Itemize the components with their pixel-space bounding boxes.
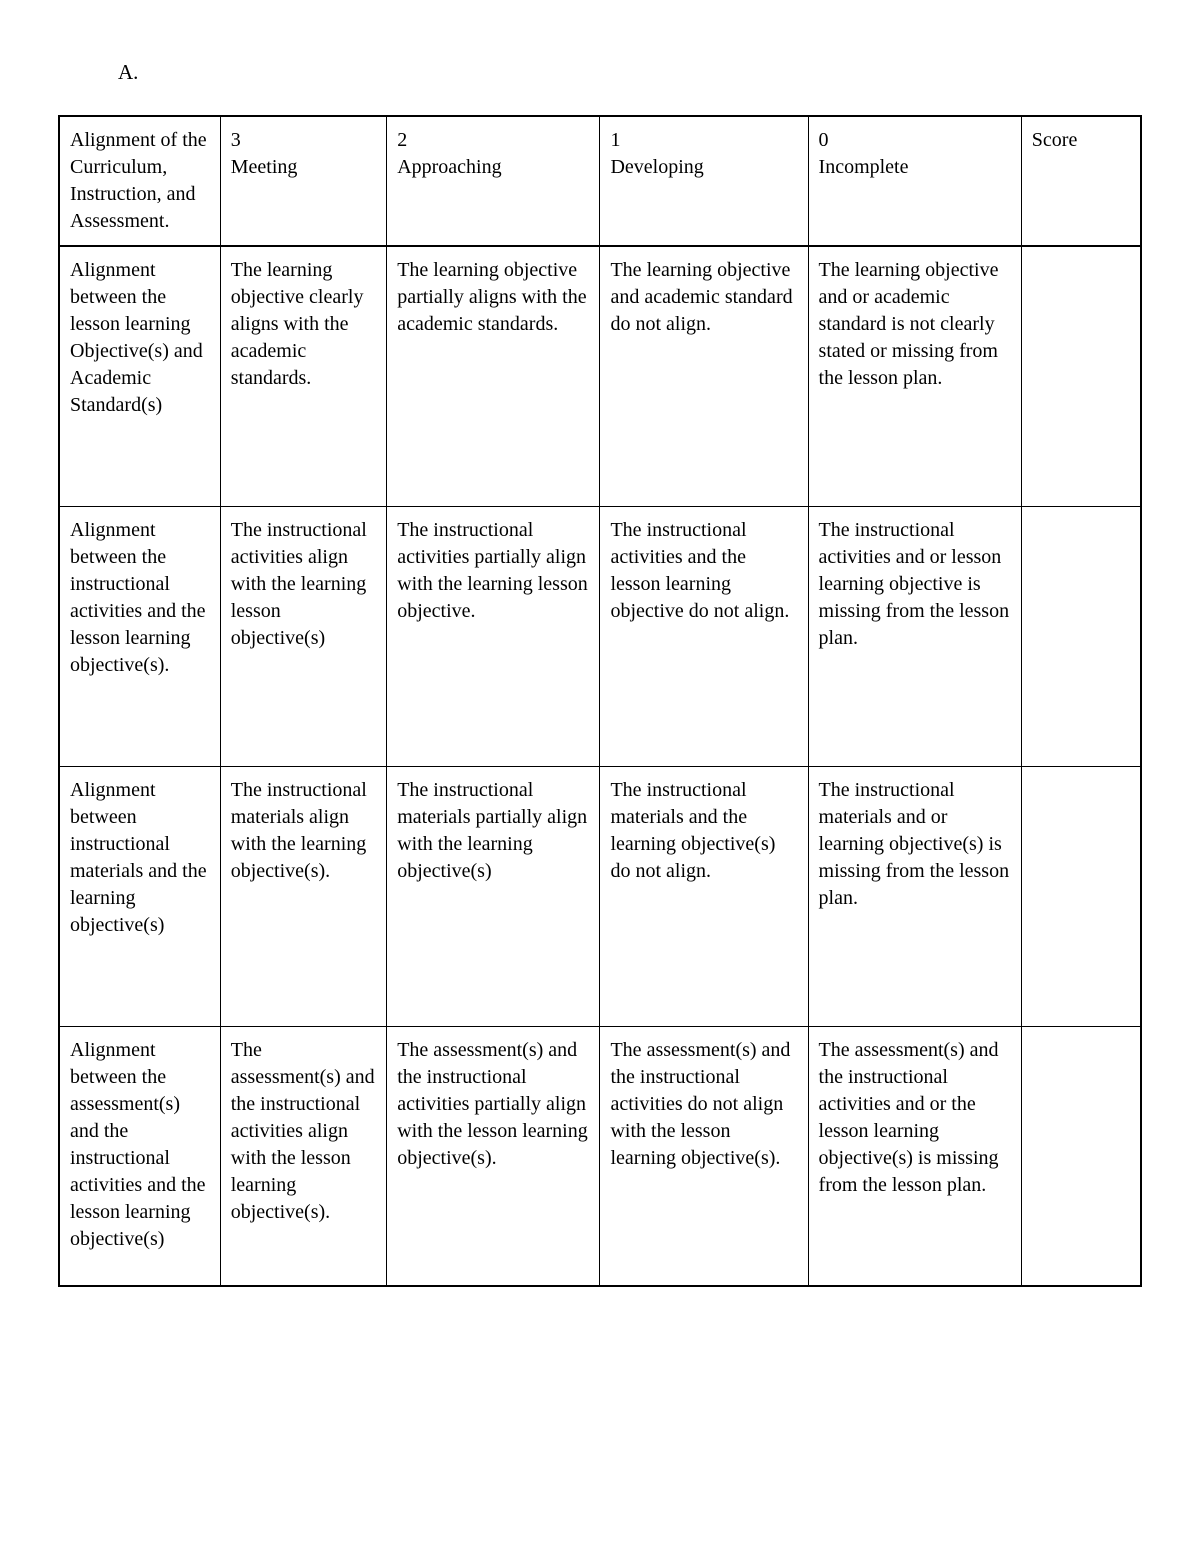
header-level-label: Incomplete [819, 154, 1011, 181]
header-level-3: 3 Meeting [220, 116, 386, 246]
criterion-cell: Alignment between the lesson learning Ob… [59, 246, 220, 506]
header-level-score: 2 [397, 127, 589, 154]
criterion-cell: Alignment between the assessment(s) and … [59, 1026, 220, 1286]
descriptor-cell: The assessment(s) and the instructional … [220, 1026, 386, 1286]
header-level-label: Meeting [231, 154, 376, 181]
criterion-cell: Alignment between instructional material… [59, 766, 220, 1026]
descriptor-cell: The assessment(s) and the instructional … [387, 1026, 600, 1286]
descriptor-cell: The assessment(s) and the instructional … [600, 1026, 808, 1286]
header-level-score: 3 [231, 127, 376, 154]
score-cell [1021, 246, 1141, 506]
table-row: Alignment between instructional material… [59, 766, 1141, 1026]
table-row: Alignment between the assessment(s) and … [59, 1026, 1141, 1286]
table-row: Alignment between the instructional acti… [59, 506, 1141, 766]
header-level-0: 0 Incomplete [808, 116, 1021, 246]
descriptor-cell: The instructional materials align with t… [220, 766, 386, 1026]
table-header-row: Alignment of the Curriculum, Instruction… [59, 116, 1141, 246]
score-cell [1021, 766, 1141, 1026]
score-cell [1021, 1026, 1141, 1286]
descriptor-cell: The instructional activities and or less… [808, 506, 1021, 766]
criterion-cell: Alignment between the instructional acti… [59, 506, 220, 766]
descriptor-cell: The learning objective and or academic s… [808, 246, 1021, 506]
table-row: Alignment between the lesson learning Ob… [59, 246, 1141, 506]
header-score: Score [1021, 116, 1141, 246]
descriptor-cell: The instructional activities align with … [220, 506, 386, 766]
section-label: A. [118, 60, 1142, 85]
header-level-score: 1 [610, 127, 797, 154]
header-level-label: Approaching [397, 154, 589, 181]
descriptor-cell: The instructional materials partially al… [387, 766, 600, 1026]
header-level-label: Developing [610, 154, 797, 181]
rubric-body: Alignment between the lesson learning Ob… [59, 246, 1141, 1286]
descriptor-cell: The learning objective clearly aligns wi… [220, 246, 386, 506]
score-cell [1021, 506, 1141, 766]
header-level-1: 1 Developing [600, 116, 808, 246]
descriptor-cell: The instructional materials and the lear… [600, 766, 808, 1026]
rubric-table: Alignment of the Curriculum, Instruction… [58, 115, 1142, 1287]
header-level-score: 0 [819, 127, 1011, 154]
descriptor-cell: The learning objective partially aligns … [387, 246, 600, 506]
descriptor-cell: The assessment(s) and the instructional … [808, 1026, 1021, 1286]
header-criterion: Alignment of the Curriculum, Instruction… [59, 116, 220, 246]
descriptor-cell: The instructional activities and the les… [600, 506, 808, 766]
descriptor-cell: The learning objective and academic stan… [600, 246, 808, 506]
header-level-2: 2 Approaching [387, 116, 600, 246]
descriptor-cell: The instructional materials and or learn… [808, 766, 1021, 1026]
descriptor-cell: The instructional activities partially a… [387, 506, 600, 766]
